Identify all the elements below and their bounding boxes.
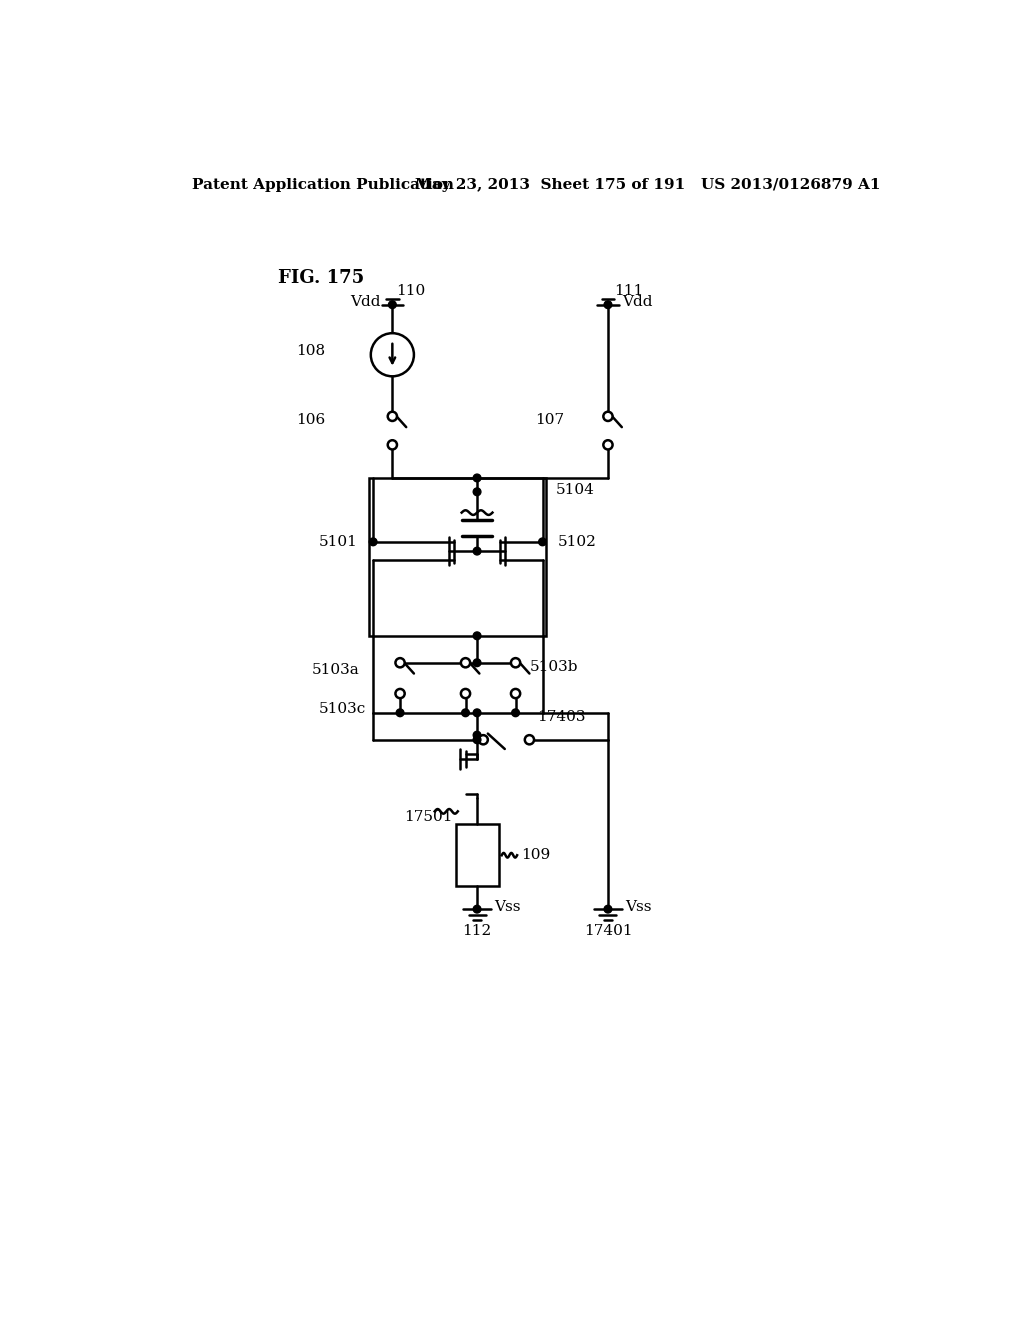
Circle shape [371,333,414,376]
Circle shape [388,441,397,450]
Circle shape [511,659,520,668]
Text: 5103b: 5103b [529,660,578,673]
Circle shape [473,474,481,482]
Text: Vdd: Vdd [350,296,381,309]
Text: Vdd: Vdd [622,296,652,309]
Circle shape [478,735,487,744]
Circle shape [539,539,547,545]
Text: 5103a: 5103a [311,664,359,677]
Text: May 23, 2013  Sheet 175 of 191   US 2013/0126879 A1: May 23, 2013 Sheet 175 of 191 US 2013/01… [416,178,881,193]
Text: 112: 112 [463,924,492,937]
Circle shape [461,689,470,698]
Circle shape [388,412,397,421]
Text: 111: 111 [614,284,643,298]
Circle shape [473,731,481,739]
Text: 17403: 17403 [538,710,586,723]
Text: 5104: 5104 [556,483,595,496]
Text: 5101: 5101 [319,535,358,549]
Circle shape [604,301,611,309]
Text: 107: 107 [535,413,564,428]
Text: 5103c: 5103c [319,702,367,715]
Circle shape [511,689,520,698]
Circle shape [473,709,481,717]
Text: 110: 110 [396,284,425,298]
Circle shape [461,659,470,668]
Circle shape [462,709,469,717]
Circle shape [525,735,535,744]
Text: 17401: 17401 [584,924,632,937]
Text: Vss: Vss [625,900,651,913]
Text: 109: 109 [521,849,550,862]
Circle shape [512,709,519,717]
Circle shape [473,488,481,496]
Text: Vss: Vss [494,900,520,913]
Circle shape [473,548,481,554]
Circle shape [473,906,481,913]
Circle shape [603,441,612,450]
Circle shape [473,659,481,667]
Circle shape [395,659,404,668]
Text: 5102: 5102 [558,535,597,549]
Circle shape [473,632,481,640]
Text: Patent Application Publication: Patent Application Publication [193,178,455,193]
Bar [370,478,547,636]
Circle shape [603,412,612,421]
Bar [457,825,499,886]
Circle shape [370,539,377,545]
Circle shape [604,906,611,913]
Text: 108: 108 [296,345,326,358]
Text: 106: 106 [296,413,326,428]
Text: FIG. 175: FIG. 175 [279,269,365,286]
Circle shape [396,709,403,717]
Circle shape [473,737,481,743]
Text: 17501: 17501 [403,809,453,824]
Circle shape [395,689,404,698]
Circle shape [388,301,396,309]
